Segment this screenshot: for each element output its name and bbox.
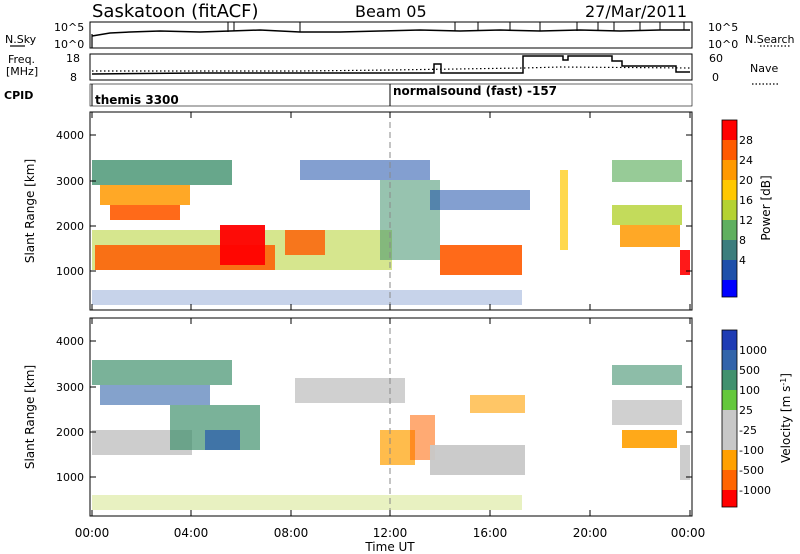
power-ylabel: Slant Range [km] [23,159,37,263]
x-axis-label: Time UT [364,540,415,554]
velocity-cbar-seg-2 [722,370,737,390]
cpid-label: CPID [4,89,33,102]
velocity-cbar-label-main: Velocity [m s [779,386,793,463]
noise-right-label: N.Search [745,33,795,46]
x-tick-0800: 08:00 [274,526,309,540]
velocity-colorbar: 1000 500 100 25 -25 -100 -500 -1000 Velo… [721,329,794,508]
velocity-cbar-seg-7 [722,470,737,490]
x-tick-0000: 00:00 [75,526,110,540]
date-title: 27/Mar/2011 [585,2,687,21]
noise-left-tick-top: 10^5 [54,21,84,34]
nave-tick-bottom: 0 [712,71,719,84]
x-tick-2400: 00:00 [671,526,706,540]
power-ytick-1000: 1000 [56,265,84,278]
velocity-cbar-seg-4 [722,410,737,430]
power-cbar-seg-0 [722,120,737,140]
x-tick-1200: 12:00 [373,526,408,540]
power-cbar-tick-4: 4 [739,254,746,267]
velocity-cbar-label: Velocity [m s-1] [779,373,794,463]
power-cbar-tick-24: 24 [739,154,753,167]
x-tick-0400: 04:00 [174,526,209,540]
frequency-panel: Freq. [MHz] 18 8 60 0 Nave [6,52,778,85]
power-scatter-background [92,160,690,305]
freq-tick-top: 18 [66,52,80,65]
velocity-cbar-tick-neg100: -100 [739,444,764,457]
power-cbar-seg-6 [722,240,737,260]
velocity-cbar-seg-5 [722,430,737,450]
nave-label: Nave [750,62,778,75]
power-cbar-seg-2 [722,160,737,180]
velocity-cbar-tick-neg500: -500 [739,464,764,477]
power-cbar-seg-7 [722,260,737,280]
velocity-cbar-tick-1000: 1000 [739,344,767,357]
velocity-cbar-seg-1 [722,350,737,370]
power-ytick-4000: 4000 [56,129,84,142]
power-cbar-tick-8: 8 [739,234,746,247]
freq-label-2: [MHz] [6,65,38,78]
velocity-cbar-tick-neg1000: -1000 [739,484,771,497]
power-panel: Slant Range [km] 4000 3000 2000 1000 28 … [23,111,773,311]
freq-tick-bottom: 8 [70,71,77,84]
velocity-scatter-background [92,360,690,510]
velocity-cbar-tick-neg25: -25 [739,424,757,437]
power-cbar-seg-5 [722,220,737,240]
x-tick-1600: 16:00 [473,526,508,540]
cpid-program-2: normalsound (fast) -157 [393,84,557,98]
velocity-cbar-seg-6 [722,450,737,470]
nave-trace [92,66,691,72]
x-tick-2000: 20:00 [573,526,608,540]
velocity-y-axis: Slant Range [km] 4000 3000 2000 1000 [23,335,692,484]
power-cbar-tick-16: 16 [739,194,753,207]
power-cbar-seg-1 [722,140,737,160]
power-cbar-seg-4 [722,200,737,220]
nave-tick-top: 60 [709,52,723,65]
beam-title: Beam 05 [355,2,427,21]
power-colorbar: 28 24 20 16 12 8 4 Power [dB] [721,119,773,298]
cpid-panel: CPID themis 3300 normalsound (fast) -157 [4,83,693,107]
velocity-cbar-tick-25: 25 [739,404,753,417]
power-ytick-3000: 3000 [56,175,84,188]
velocity-ylabel: Slant Range [km] [23,365,37,469]
x-axis: 00:00 04:00 08:00 12:00 16:00 20:00 00:0… [75,112,706,554]
power-cbar-tick-28: 28 [739,134,753,147]
velocity-cbar-label-close: ] [779,373,793,378]
velocity-cbar-seg-3 [722,390,737,410]
noise-panel: N.Sky 10^5 10^0 10^5 10^0 N.Search [5,21,795,51]
power-cbar-label: Power [dB] [759,175,773,240]
velocity-ytick-3000: 3000 [56,381,84,394]
power-cbar-seg-3 [722,180,737,200]
noise-left-tick-bottom: 10^0 [54,38,84,51]
velocity-cbar-tick-500: 500 [739,364,760,377]
power-ytick-2000: 2000 [56,220,84,233]
velocity-ytick-2000: 2000 [56,426,84,439]
noise-right-tick-bottom: 10^0 [708,38,738,51]
power-cbar-tick-12: 12 [739,214,753,227]
noise-spikes [227,22,685,32]
velocity-cbar-tick-100: 100 [739,384,760,397]
power-cbar-seg-8 [722,280,737,297]
cpid-program-1: themis 3300 [95,93,179,107]
noise-trace [91,29,690,37]
velocity-panel: Slant Range [km] 4000 3000 2000 1000 00:… [23,112,793,554]
station-title: Saskatoon (fitACF) [92,1,259,22]
power-y-axis: Slant Range [km] 4000 3000 2000 1000 [23,129,692,278]
noise-left-label: N.Sky [5,33,37,46]
velocity-cbar-label-sup: -1 [779,378,788,386]
velocity-ytick-1000: 1000 [56,471,84,484]
noise-right-tick-top: 10^5 [708,21,738,34]
velocity-ytick-4000: 4000 [56,335,84,348]
velocity-cbar-seg-8 [722,490,737,507]
frequency-trace [91,55,690,75]
power-cbar-tick-20: 20 [739,174,753,187]
velocity-cbar-seg-0 [722,330,737,350]
freq-label-1: Freq. [8,53,35,66]
